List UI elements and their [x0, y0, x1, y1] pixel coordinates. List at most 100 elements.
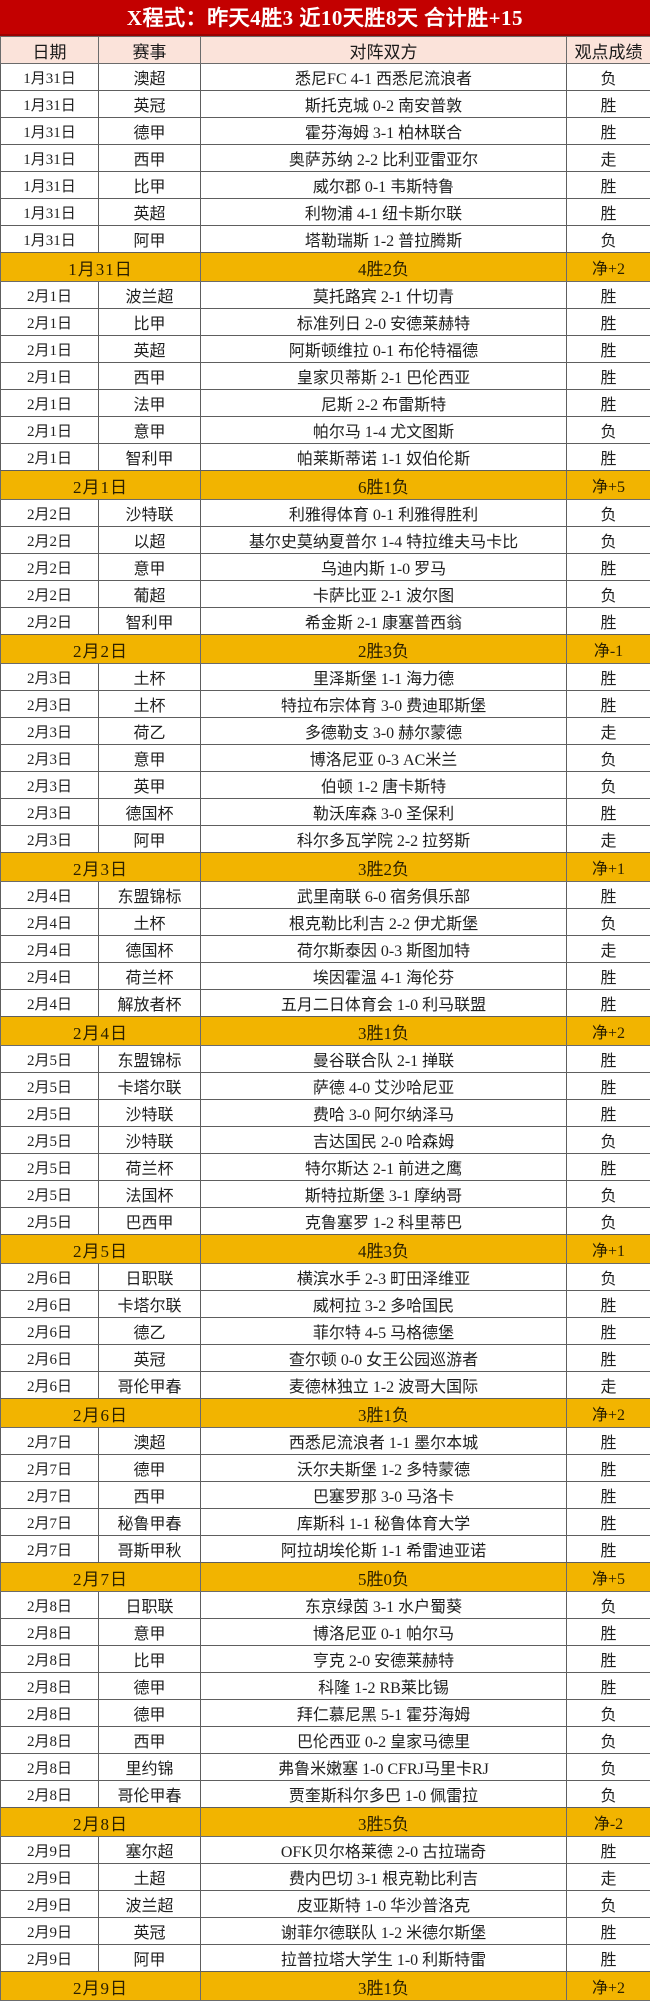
cell-league: 巴西甲: [99, 1208, 201, 1235]
table-row: 2月8日意甲博洛尼亚 0-1 帕尔马胜: [1, 1619, 650, 1646]
cell-matchup: 麦德林独立 1-2 波哥大国际: [201, 1372, 567, 1399]
cell-matchup: 西悉尼流浪者 1-1 墨尔本城: [201, 1428, 567, 1455]
table-row: 2月7日澳超西悉尼流浪者 1-1 墨尔本城胜: [1, 1428, 650, 1455]
table-row: 2月4日解放者杯五月二日体育会 1-0 利马联盟胜: [1, 990, 650, 1017]
table-row: 2月5日沙特联费哈 3-0 阿尔纳泽马胜: [1, 1100, 650, 1127]
cell-date: 2月6日: [1, 1318, 99, 1345]
cell-date: 2月6日: [1, 1372, 99, 1399]
cell-matchup: 勒沃库森 3-0 圣保利: [201, 799, 567, 826]
summary-net: 净-1: [567, 635, 650, 664]
cell-league: 意甲: [99, 1619, 201, 1646]
cell-matchup: 特拉布宗体育 3-0 费迪耶斯堡: [201, 691, 567, 718]
cell-league: 英超: [99, 199, 201, 226]
cell-date: 2月7日: [1, 1536, 99, 1563]
cell-date: 2月2日: [1, 500, 99, 527]
summary-record: 3胜1负: [201, 1399, 567, 1428]
table-row: 2月3日阿甲科尔多瓦学院 2-2 拉努斯走: [1, 826, 650, 853]
cell-league: 哥伦甲春: [99, 1781, 201, 1808]
cell-league: 土超: [99, 1864, 201, 1891]
status-badge: 胜: [567, 1509, 650, 1536]
status-badge: 胜: [567, 963, 650, 990]
table-row: 2月3日意甲博洛尼亚 0-3 AC米兰负: [1, 745, 650, 772]
cell-league: 英冠: [99, 1345, 201, 1372]
status-badge: 负: [567, 1181, 650, 1208]
summary-record: 3胜1负: [201, 1017, 567, 1046]
table-row: 2月3日土杯里泽斯堡 1-1 海力德胜: [1, 664, 650, 691]
cell-matchup: 乌迪内斯 1-0 罗马: [201, 554, 567, 581]
cell-date: 2月7日: [1, 1482, 99, 1509]
table-row: 2月1日意甲帕尔马 1-4 尤文图斯负: [1, 417, 650, 444]
cell-matchup: 荷尔斯泰因 0-3 斯图加特: [201, 936, 567, 963]
status-badge: 胜: [567, 1619, 650, 1646]
status-badge: 负: [567, 1208, 650, 1235]
status-badge: 胜: [567, 1945, 650, 1972]
cell-matchup: 查尔顿 0-0 女王公园巡游者: [201, 1345, 567, 1372]
summary-net: 净+1: [567, 1235, 650, 1264]
table-row: 2月2日智利甲希金斯 2-1 康塞普西翁胜: [1, 608, 650, 635]
table-row: 2月6日英冠查尔顿 0-0 女王公园巡游者胜: [1, 1345, 650, 1372]
summary-date: 2月3日: [1, 853, 201, 882]
summary-net: 净+2: [567, 1017, 650, 1046]
table-row: 2月4日荷兰杯埃因霍温 4-1 海伦芬胜: [1, 963, 650, 990]
cell-league: 哥伦甲春: [99, 1372, 201, 1399]
cell-date: 2月5日: [1, 1154, 99, 1181]
cell-date: 2月9日: [1, 1945, 99, 1972]
summary-record: 3胜1负: [201, 1972, 567, 2001]
cell-matchup: 科隆 1-2 RB莱比锡: [201, 1673, 567, 1700]
status-badge: 负: [567, 581, 650, 608]
cell-league: 英甲: [99, 772, 201, 799]
cell-matchup: 拉普拉塔大学生 1-0 利斯特雷: [201, 1945, 567, 1972]
cell-date: 2月1日: [1, 417, 99, 444]
status-badge: 胜: [567, 91, 650, 118]
cell-matchup: 奥萨苏纳 2-2 比利亚雷亚尔: [201, 145, 567, 172]
cell-matchup: OFK贝尔格莱德 2-0 古拉瑞奇: [201, 1837, 567, 1864]
column-header-matchup: 对阵双方: [201, 37, 567, 64]
table-header: 日期 赛事 对阵双方 观点成绩: [1, 37, 650, 64]
status-badge: 胜: [567, 1536, 650, 1563]
cell-date: 2月4日: [1, 882, 99, 909]
cell-matchup: 巴塞罗那 3-0 马洛卡: [201, 1482, 567, 1509]
summary-date: 2月1日: [1, 471, 201, 500]
table-row: 2月3日英甲伯顿 1-2 唐卡斯特负: [1, 772, 650, 799]
summary-net: 净+5: [567, 1563, 650, 1592]
table-row: 2月8日日职联东京绿茵 3-1 水户蜀葵负: [1, 1592, 650, 1619]
cell-league: 英超: [99, 336, 201, 363]
cell-league: 东盟锦标: [99, 882, 201, 909]
cell-matchup: 博洛尼亚 0-1 帕尔马: [201, 1619, 567, 1646]
table-row: 2月1日比甲标准列日 2-0 安德莱赫特胜: [1, 309, 650, 336]
status-badge: 胜: [567, 608, 650, 635]
status-badge: 胜: [567, 1482, 650, 1509]
cell-league: 卡塔尔联: [99, 1291, 201, 1318]
cell-matchup: 斯托克城 0-2 南安普敦: [201, 91, 567, 118]
cell-date: 2月8日: [1, 1727, 99, 1754]
cell-date: 2月8日: [1, 1592, 99, 1619]
status-badge: 走: [567, 1372, 650, 1399]
status-badge: 胜: [567, 1046, 650, 1073]
cell-date: 2月9日: [1, 1918, 99, 1945]
cell-date: 2月1日: [1, 363, 99, 390]
cell-league: 日职联: [99, 1264, 201, 1291]
cell-matchup: 霍芬海姆 3-1 柏林联合: [201, 118, 567, 145]
cell-date: 2月9日: [1, 1837, 99, 1864]
status-badge: 胜: [567, 172, 650, 199]
table-row: 2月6日卡塔尔联威柯拉 3-2 多哈国民胜: [1, 1291, 650, 1318]
cell-league: 东盟锦标: [99, 1046, 201, 1073]
cell-date: 2月1日: [1, 282, 99, 309]
cell-date: 2月8日: [1, 1673, 99, 1700]
table-row: 2月9日阿甲拉普拉塔大学生 1-0 利斯特雷胜: [1, 1945, 650, 1972]
cell-league: 以超: [99, 527, 201, 554]
header-row: 日期 赛事 对阵双方 观点成绩: [1, 37, 650, 64]
status-badge: 负: [567, 417, 650, 444]
table-row: 1月31日阿甲塔勒瑞斯 1-2 普拉腾斯负: [1, 226, 650, 253]
cell-league: 波兰超: [99, 282, 201, 309]
cell-matchup: 费内巴切 3-1 根克勒比利吉: [201, 1864, 567, 1891]
status-badge: 胜: [567, 390, 650, 417]
cell-date: 2月1日: [1, 390, 99, 417]
status-badge: 胜: [567, 1646, 650, 1673]
cell-matchup: 吉达国民 2-0 哈森姆: [201, 1127, 567, 1154]
table-row: 2月1日波兰超莫托路宾 2-1 什切青胜: [1, 282, 650, 309]
